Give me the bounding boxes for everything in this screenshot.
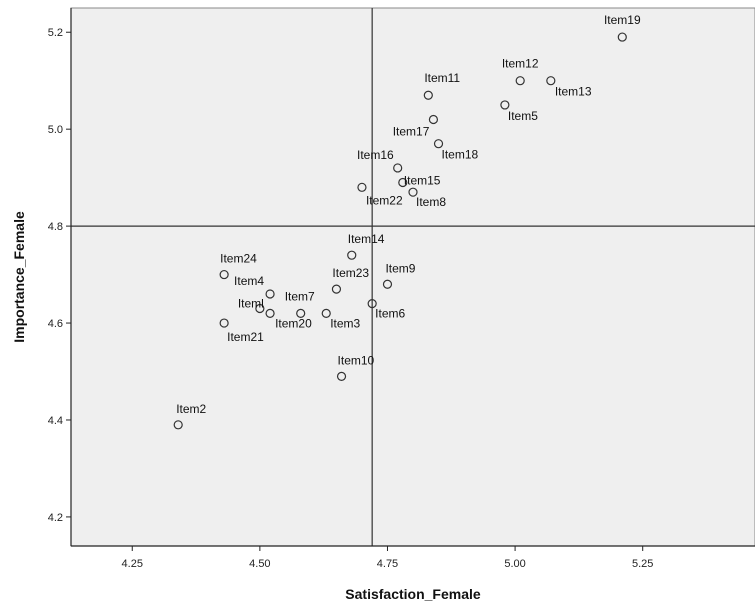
point-label: Item12 <box>502 57 539 71</box>
scatter-point <box>408 187 418 197</box>
y-axis-title: Importance_Female <box>11 211 27 343</box>
y-tick-label: 4.4 <box>48 415 63 427</box>
x-tick-label: 5.25 <box>632 558 653 570</box>
point-label: Item15 <box>404 173 441 187</box>
point-label: Item13 <box>555 85 592 99</box>
scatter-point <box>265 289 275 299</box>
scatter-point <box>336 371 347 381</box>
scatter-point <box>219 269 229 280</box>
scatter-point <box>347 250 357 260</box>
point-label: Item5 <box>508 109 538 123</box>
scatter-point <box>617 32 627 42</box>
scatter-point <box>428 114 439 125</box>
x-axis-title: Satisfaction_Female <box>345 586 481 602</box>
scatter-point <box>296 308 306 318</box>
scatter-point <box>219 318 229 328</box>
scatter-point <box>546 76 556 86</box>
point-label: Item24 <box>220 252 257 266</box>
point-label: Item8 <box>416 195 446 209</box>
y-tick-label: 4.6 <box>48 318 63 330</box>
point-label: Item19 <box>604 13 641 27</box>
scatter-point <box>500 100 510 110</box>
point-label: Item2 <box>176 402 206 416</box>
scatter-point <box>331 284 342 294</box>
point-label: Item16 <box>357 148 394 162</box>
plot-area <box>70 7 755 547</box>
scatter-point <box>321 308 331 318</box>
scatter-point <box>393 163 403 173</box>
x-tick-label: 4.25 <box>122 558 143 570</box>
scatter-point <box>265 308 275 318</box>
scatter-point <box>255 303 265 314</box>
x-tick-label: 4.50 <box>249 558 270 570</box>
scatter-point <box>515 76 525 86</box>
point-label: Item23 <box>332 266 369 280</box>
point-label: Item6 <box>375 307 405 321</box>
point-label: Item17 <box>393 124 430 138</box>
y-tick-label: 4.8 <box>48 221 63 233</box>
point-label: Item7 <box>285 289 315 303</box>
scatter-point <box>357 182 367 192</box>
scatter-point <box>173 420 183 430</box>
x-tick-label: 4.75 <box>377 558 398 570</box>
point-label: Item20 <box>275 316 312 330</box>
y-tick-label: 4.2 <box>48 512 63 524</box>
point-label: Item21 <box>227 330 264 344</box>
scatter-point <box>433 139 444 149</box>
point-label: Item11 <box>424 71 460 85</box>
scatter-point <box>398 177 408 188</box>
point-label: Item14 <box>348 232 385 246</box>
point-label: Iteml <box>238 297 264 311</box>
point-label: Item4 <box>234 274 264 288</box>
point-label: Item10 <box>338 353 375 367</box>
x-tick-label: 5.00 <box>504 558 525 570</box>
scatter-point <box>367 299 377 309</box>
scatter-point <box>382 279 393 289</box>
point-label: Item3 <box>330 316 360 330</box>
point-label: Item9 <box>385 261 415 275</box>
point-label: Item18 <box>442 148 479 162</box>
y-tick-label: 5.0 <box>48 124 63 136</box>
y-tick-label: 5.2 <box>48 27 63 39</box>
scatter-point <box>423 90 433 100</box>
point-label: Item22 <box>366 193 403 207</box>
